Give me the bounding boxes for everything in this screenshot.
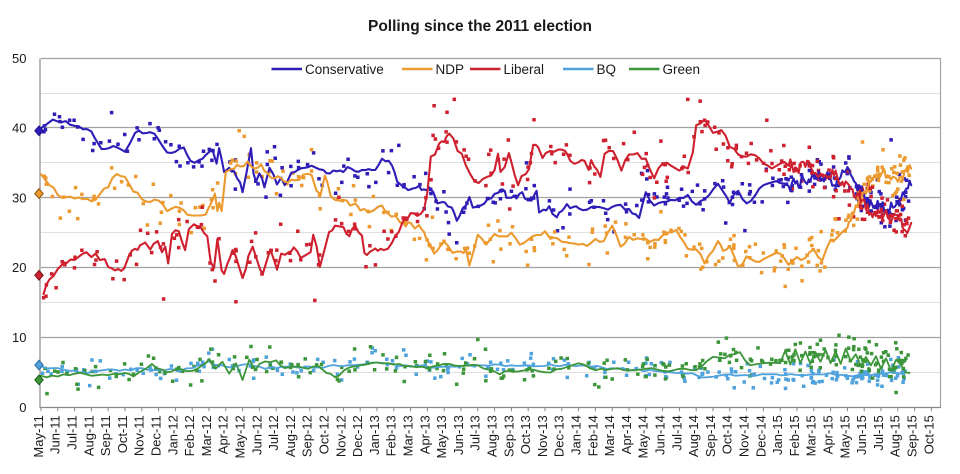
svg-text:Feb-14: Feb-14 xyxy=(585,415,600,456)
svg-text:May-11: May-11 xyxy=(31,415,46,457)
svg-text:Aug-13: Aug-13 xyxy=(485,415,500,457)
svg-text:10: 10 xyxy=(12,330,26,345)
svg-text:Sep-13: Sep-13 xyxy=(501,415,516,457)
svg-text:Aug-14: Aug-14 xyxy=(686,415,701,457)
svg-text:Jul-13: Jul-13 xyxy=(468,415,483,450)
svg-text:Sep-14: Sep-14 xyxy=(703,415,718,457)
svg-text:40: 40 xyxy=(12,121,26,136)
svg-text:Jun-14: Jun-14 xyxy=(653,415,668,455)
svg-text:Dec-11: Dec-11 xyxy=(149,415,164,456)
svg-text:50: 50 xyxy=(12,51,26,66)
svg-text:Sep-12: Sep-12 xyxy=(300,415,315,457)
svg-text:Mar-13: Mar-13 xyxy=(401,415,416,456)
svg-text:Oct-13: Oct-13 xyxy=(518,415,533,454)
svg-text:Jun-15: Jun-15 xyxy=(854,415,869,455)
svg-text:Jan-15: Jan-15 xyxy=(770,415,785,455)
svg-text:Jul-14: Jul-14 xyxy=(669,415,684,450)
svg-text:Dec-13: Dec-13 xyxy=(552,415,567,457)
svg-text:Green: Green xyxy=(663,62,701,77)
svg-text:Feb-15: Feb-15 xyxy=(787,415,802,456)
svg-text:Jan-14: Jan-14 xyxy=(569,415,584,455)
svg-text:Aug-11: Aug-11 xyxy=(81,415,96,456)
svg-text:BQ: BQ xyxy=(597,62,617,77)
svg-text:Oct-15: Oct-15 xyxy=(921,415,936,454)
svg-text:20: 20 xyxy=(12,260,26,275)
svg-text:May-13: May-13 xyxy=(434,415,449,458)
svg-text:May-14: May-14 xyxy=(636,415,651,458)
svg-text:Polling since the 2011 electio: Polling since the 2011 election xyxy=(368,18,592,35)
svg-text:Liberal: Liberal xyxy=(504,62,545,77)
svg-text:Apr-14: Apr-14 xyxy=(619,415,634,454)
svg-text:Apr-15: Apr-15 xyxy=(821,415,836,454)
svg-text:Feb-12: Feb-12 xyxy=(182,415,197,456)
svg-text:Jun-11: Jun-11 xyxy=(48,415,63,454)
svg-text:Mar-14: Mar-14 xyxy=(602,415,617,456)
svg-text:Conservative: Conservative xyxy=(305,62,384,77)
svg-text:Jun-13: Jun-13 xyxy=(451,415,466,455)
svg-text:Jan-13: Jan-13 xyxy=(367,415,382,455)
svg-text:Mar-12: Mar-12 xyxy=(199,415,214,456)
svg-text:Oct-12: Oct-12 xyxy=(317,415,332,454)
svg-text:Dec-14: Dec-14 xyxy=(753,415,768,457)
svg-text:Oct-11: Oct-11 xyxy=(115,415,130,453)
svg-text:May-15: May-15 xyxy=(837,415,852,458)
svg-text:0: 0 xyxy=(19,400,26,415)
svg-text:Jun-12: Jun-12 xyxy=(249,415,264,455)
svg-text:Apr-13: Apr-13 xyxy=(417,415,432,454)
svg-text:NDP: NDP xyxy=(436,62,465,77)
svg-text:Mar-15: Mar-15 xyxy=(804,415,819,456)
svg-text:Apr-12: Apr-12 xyxy=(216,415,231,454)
svg-text:May-12: May-12 xyxy=(233,415,248,458)
svg-text:Nov-14: Nov-14 xyxy=(737,415,752,457)
svg-text:Jul-11: Jul-11 xyxy=(65,415,80,449)
svg-text:Jan-12: Jan-12 xyxy=(165,415,180,455)
svg-text:Nov-11: Nov-11 xyxy=(132,415,147,456)
svg-text:Jul-15: Jul-15 xyxy=(871,415,886,450)
svg-text:Aug-12: Aug-12 xyxy=(283,415,298,457)
svg-text:Jul-12: Jul-12 xyxy=(266,415,281,450)
svg-text:Nov-12: Nov-12 xyxy=(333,415,348,457)
svg-text:Sep-15: Sep-15 xyxy=(905,415,920,457)
svg-text:Oct-14: Oct-14 xyxy=(720,415,735,454)
svg-text:Aug-15: Aug-15 xyxy=(888,415,903,457)
svg-text:Sep-11: Sep-11 xyxy=(98,415,113,456)
svg-text:Nov-13: Nov-13 xyxy=(535,415,550,457)
svg-text:Feb-13: Feb-13 xyxy=(384,415,399,456)
svg-text:Dec-12: Dec-12 xyxy=(350,415,365,457)
svg-text:30: 30 xyxy=(12,190,26,205)
